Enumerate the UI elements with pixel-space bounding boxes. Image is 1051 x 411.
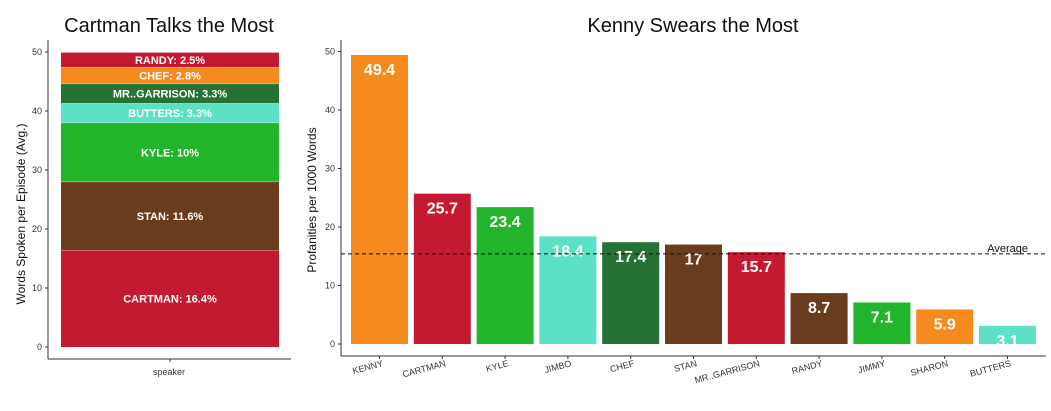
bar — [916, 309, 974, 344]
category-label: CHEF — [609, 358, 636, 374]
left-y-tick-label: 10 — [32, 283, 42, 293]
left-y-axis-label: Words Spoken per Episode (Avg.) — [14, 124, 28, 305]
bar-value-label: 8.7 — [808, 300, 830, 317]
bar — [602, 242, 660, 344]
category-label: CARTMAN — [401, 358, 446, 379]
category-label: BUTTERS — [969, 358, 1012, 379]
stacked-segment — [61, 122, 279, 182]
bar-value-label: 17.4 — [615, 249, 646, 266]
bar-value-label: 18.4 — [552, 243, 583, 260]
category-label: STAN — [673, 358, 698, 374]
stacked-segment — [61, 250, 279, 347]
right-y-tick-label: 0 — [330, 339, 335, 349]
segment-label: STAN: 11.6% — [137, 211, 204, 223]
bar-value-label: 5.9 — [934, 316, 956, 333]
segment-label: KYLE: 10% — [141, 147, 199, 159]
left-y-tick-label: 0 — [37, 342, 42, 352]
bar — [979, 325, 1036, 344]
bar-value-label: 23.4 — [490, 214, 521, 231]
segment-label: CARTMAN: 16.4% — [123, 294, 217, 306]
bar — [790, 293, 848, 344]
bar — [351, 55, 408, 344]
left-x-axis-label: speaker — [153, 367, 185, 377]
left-y-tick-label: 40 — [32, 106, 42, 116]
category-label: KYLE — [485, 358, 510, 374]
left-chart-title: Cartman Talks the Most — [64, 15, 274, 37]
bar-value-label: 17 — [685, 252, 703, 269]
left-y-tick-label: 30 — [32, 165, 42, 175]
average-label: Average — [987, 243, 1028, 255]
segment-label: BUTTERS: 3.3% — [128, 108, 212, 120]
category-label: MR..GARRISON — [693, 358, 760, 385]
right-chart-title: Kenny Swears the Most — [587, 15, 799, 37]
right-y-tick-label: 40 — [325, 105, 335, 115]
stacked-segment — [61, 103, 279, 123]
bar — [476, 207, 534, 344]
bar-value-label: 49.4 — [364, 62, 395, 79]
right-y-tick-label: 20 — [325, 222, 335, 232]
left-y-tick-label: 50 — [32, 47, 42, 57]
right-y-tick-label: 50 — [325, 47, 335, 57]
stacked-segment — [61, 83, 279, 104]
bar-value-label: 15.7 — [741, 259, 772, 276]
right-plot-area: 0 10 20 30 40 50 49.4 KENNY 25.7 CARTMAN 23.4 KYLE 1… — [325, 40, 1046, 385]
left-y-tick-label: 20 — [32, 224, 42, 234]
bar-value-label: 3.1 — [996, 333, 1018, 350]
right-y-axis-label: Profanities per 1000 Words — [305, 127, 319, 272]
segment-label: CHEF: 2.8% — [139, 71, 201, 83]
bar-value-label: 25.7 — [427, 201, 458, 218]
stacked-segment — [61, 181, 279, 251]
bar — [727, 252, 785, 344]
bar — [665, 244, 722, 344]
bar — [853, 302, 911, 344]
stacked-segment — [61, 67, 279, 84]
category-label: RANDY — [791, 358, 824, 376]
segment-label: MR..GARRISON: 3.3% — [113, 89, 228, 101]
category-label: JIMMY — [857, 358, 887, 375]
category-label: SHARON — [909, 358, 949, 378]
bar-value-label: 7.1 — [871, 309, 893, 326]
right-y-tick-label: 10 — [325, 281, 335, 291]
category-label: KENNY — [351, 358, 384, 376]
category-label: JIMBO — [543, 358, 572, 375]
right-y-tick-label: 30 — [325, 164, 335, 174]
stacked-segment — [61, 52, 279, 68]
bar — [413, 193, 471, 344]
left-plot-area: 0 10 20 30 40 50 CARTMAN: 16.4% STAN: 11.6% KYLE… — [32, 40, 291, 362]
segment-label: RANDY: 2.5% — [135, 55, 205, 67]
